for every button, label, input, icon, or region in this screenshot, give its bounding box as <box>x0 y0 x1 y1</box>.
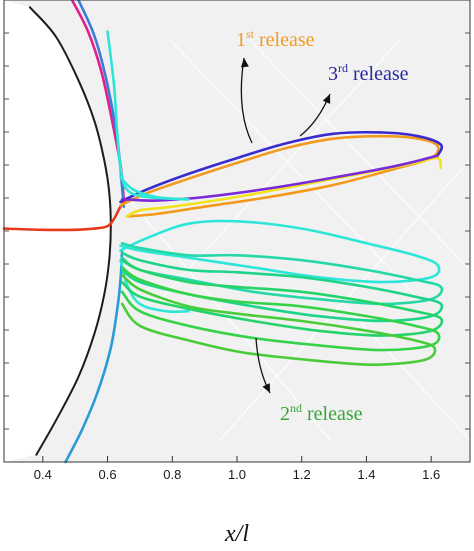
series-line-4 <box>2 196 129 232</box>
arrow-head <box>322 94 331 104</box>
x-tick-label: 0.4 <box>34 467 52 482</box>
series-layer <box>2 0 444 464</box>
series-line-17 <box>120 273 437 366</box>
series-line-10 <box>119 176 190 201</box>
series-line-0 <box>28 6 112 456</box>
axis-ticks: 0.4 0.6 0.8 1.0 1.2 1.4 1.6 <box>4 32 470 482</box>
x-tick-label: 1.2 <box>293 467 311 482</box>
series-line-12 <box>119 219 441 284</box>
x-tick-label: 1.4 <box>357 467 375 482</box>
x-tick-label: 0.8 <box>163 467 181 482</box>
annotation-arrows <box>240 57 331 394</box>
annotation-labels: 1st release 3rd release 2nd release <box>236 27 409 425</box>
series-line-16 <box>120 266 441 352</box>
series-line-9 <box>106 30 190 201</box>
series-line-7 <box>119 130 444 204</box>
x-tick-label: 1.6 <box>422 467 440 482</box>
series-line-3 <box>64 249 124 464</box>
series-line-15 <box>120 258 444 337</box>
arrow-head <box>262 383 270 393</box>
x-axis-title: x/l <box>224 521 249 547</box>
arrow-head <box>240 58 249 68</box>
annotation-second-release: 2nd release <box>280 401 363 425</box>
x-tick-label: 0.6 <box>99 467 117 482</box>
annotation-third-release: 3rd release <box>328 61 409 85</box>
annotation-first-release: 1st release <box>236 27 315 51</box>
series-line-2 <box>77 0 125 208</box>
series-line-5 <box>119 134 440 218</box>
series-line-8 <box>120 154 439 202</box>
series-line-6 <box>125 156 443 218</box>
x-tick-label: 1.0 <box>228 467 246 482</box>
annotation-arrow <box>240 57 253 144</box>
background-decoration <box>129 39 471 441</box>
